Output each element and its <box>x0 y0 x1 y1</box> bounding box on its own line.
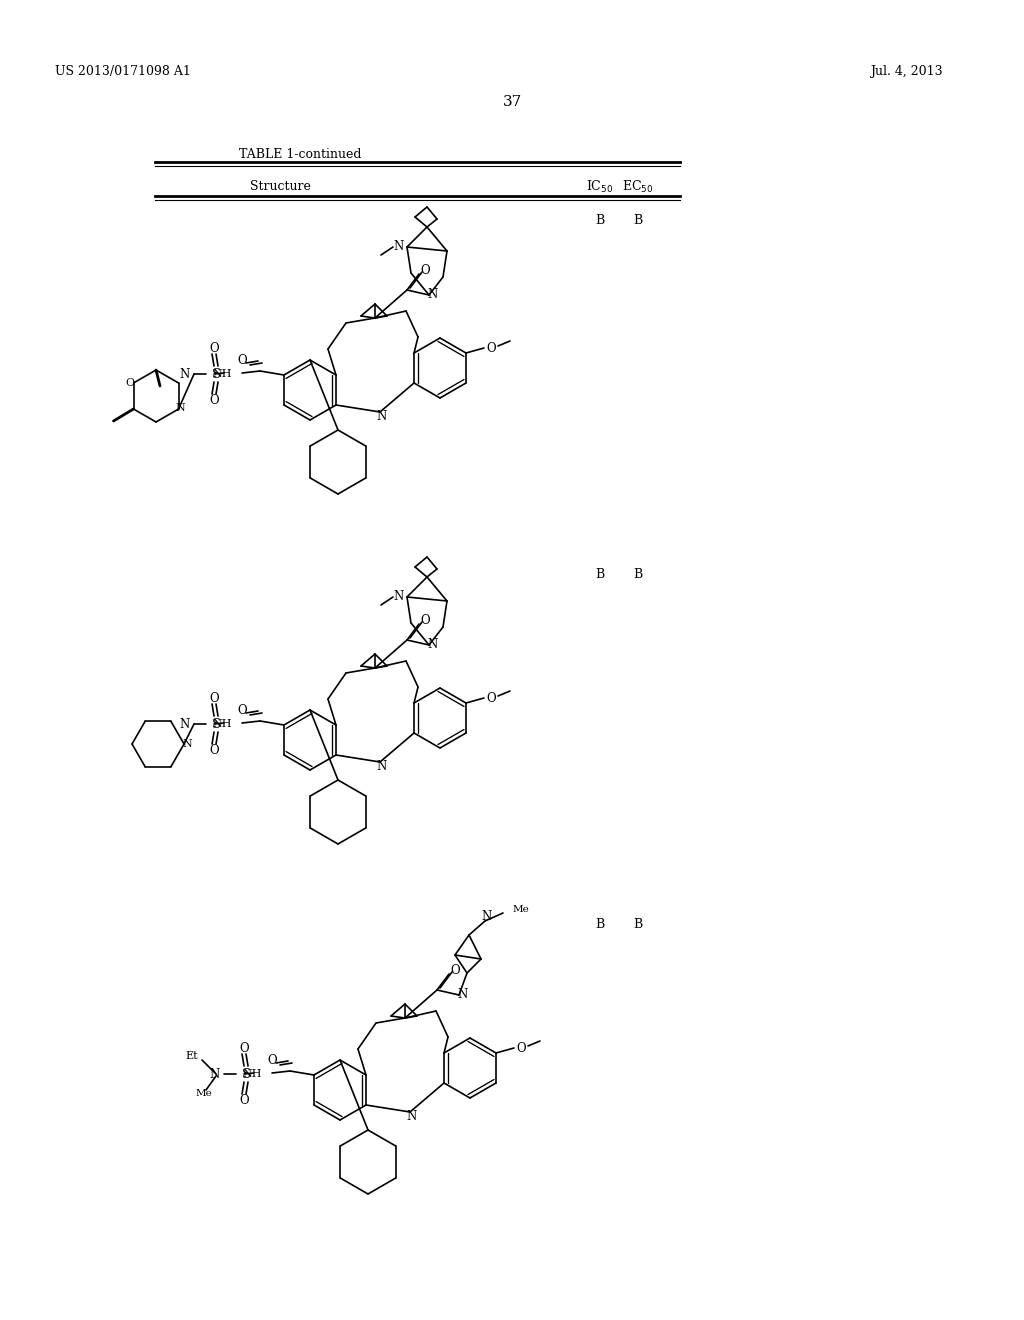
Text: O: O <box>420 264 430 276</box>
Text: N: N <box>394 240 404 253</box>
Text: N: N <box>210 1068 220 1081</box>
Text: Me: Me <box>196 1089 212 1098</box>
Text: O: O <box>240 1041 249 1055</box>
Text: IC$_{50}$: IC$_{50}$ <box>587 180 613 195</box>
Text: O: O <box>486 342 496 355</box>
Text: NH: NH <box>213 370 232 379</box>
Text: B: B <box>595 917 604 931</box>
Text: Et: Et <box>185 1051 198 1061</box>
Text: NH: NH <box>243 1069 262 1078</box>
Text: EC$_{50}$: EC$_{50}$ <box>623 180 653 195</box>
Text: N: N <box>180 718 190 730</box>
Text: Me: Me <box>513 906 529 915</box>
Text: S: S <box>212 718 220 730</box>
Text: B: B <box>595 568 604 581</box>
Text: O: O <box>240 1094 249 1107</box>
Text: O: O <box>516 1041 525 1055</box>
Text: B: B <box>634 917 643 931</box>
Text: O: O <box>209 342 219 355</box>
Text: N: N <box>176 403 185 413</box>
Text: Jul. 4, 2013: Jul. 4, 2013 <box>870 65 943 78</box>
Text: TABLE 1-continued: TABLE 1-continued <box>239 148 361 161</box>
Text: O: O <box>486 692 496 705</box>
Text: O: O <box>209 395 219 408</box>
Text: O: O <box>451 964 460 977</box>
Text: US 2013/0171098 A1: US 2013/0171098 A1 <box>55 65 190 78</box>
Text: S: S <box>242 1068 251 1081</box>
Text: N: N <box>180 367 190 380</box>
Text: O: O <box>209 692 219 705</box>
Text: S: S <box>212 367 220 380</box>
Text: N: N <box>377 411 387 424</box>
Text: O: O <box>238 355 247 367</box>
Text: O: O <box>238 705 247 718</box>
Text: B: B <box>595 214 604 227</box>
Text: B: B <box>634 568 643 581</box>
Text: O: O <box>420 614 430 627</box>
Text: N: N <box>428 289 438 301</box>
Text: N: N <box>407 1110 417 1123</box>
Text: N: N <box>428 639 438 652</box>
Text: O: O <box>209 744 219 758</box>
Text: N: N <box>182 739 191 748</box>
Text: NH: NH <box>213 719 232 729</box>
Text: Structure: Structure <box>250 180 310 193</box>
Text: 37: 37 <box>503 95 521 110</box>
Text: N: N <box>377 760 387 774</box>
Text: N: N <box>482 911 493 924</box>
Text: B: B <box>634 214 643 227</box>
Text: O: O <box>125 378 134 388</box>
Text: N: N <box>458 989 468 1002</box>
Text: O: O <box>267 1055 276 1068</box>
Text: N: N <box>394 590 404 603</box>
